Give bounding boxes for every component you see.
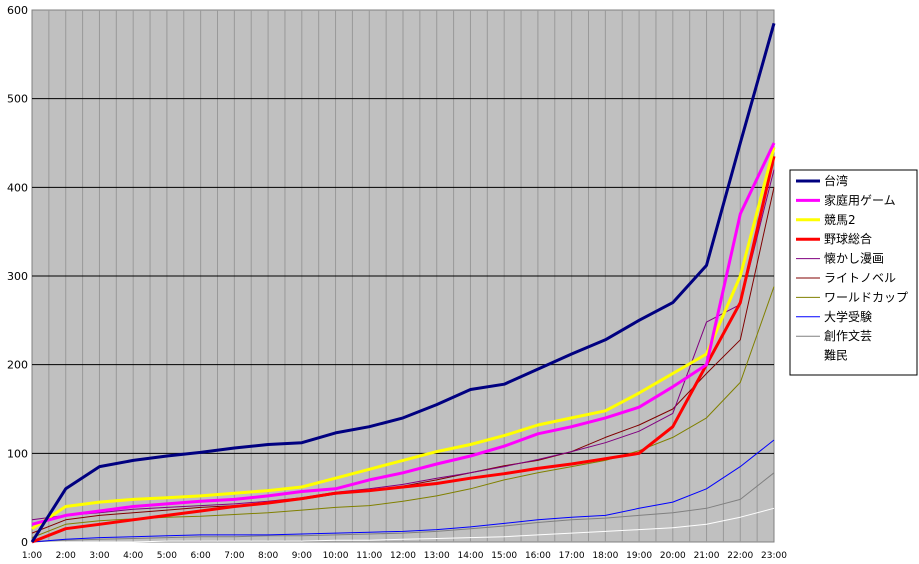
legend-label: ライトノベル bbox=[824, 271, 896, 285]
legend-label: 競馬2 bbox=[824, 212, 856, 227]
x-tick-label: 1:00 bbox=[22, 551, 42, 561]
y-tick-label: 0 bbox=[21, 536, 28, 549]
x-tick-label: 9:00 bbox=[292, 551, 312, 561]
series-line bbox=[32, 507, 775, 543]
x-tick-label: 2:00 bbox=[56, 551, 76, 561]
x-tick-label: 4:00 bbox=[123, 551, 143, 561]
legend-label: 大学受験 bbox=[824, 309, 872, 324]
legend-box bbox=[789, 169, 918, 376]
x-tick-label: 20:00 bbox=[660, 551, 686, 561]
y-tick-label: 400 bbox=[7, 181, 28, 194]
x-tick-label: 17:00 bbox=[559, 551, 585, 561]
y-gridlines bbox=[32, 98, 774, 454]
series-line bbox=[31, 155, 776, 544]
legend-label: 野球総合 bbox=[824, 231, 872, 246]
x-axis-ticks: 1:00 2:00 3:00 4:00 5:00 6:00 7:00 8:00 9:00 10:0… bbox=[22, 551, 787, 561]
legend-label: 家庭用ゲーム bbox=[824, 192, 896, 207]
y-axis-ticks: 0 100 200 300 400 500 600 bbox=[7, 4, 28, 549]
y-tick-label: 600 bbox=[7, 4, 28, 17]
x-tick-label: 15:00 bbox=[491, 551, 517, 561]
x-tick-label: 11:00 bbox=[356, 551, 382, 561]
x-tick-label: 19:00 bbox=[626, 551, 652, 561]
x-tick-label: 5:00 bbox=[157, 551, 177, 561]
x-tick-label: 8:00 bbox=[258, 551, 278, 561]
x-tick-label: 22:00 bbox=[727, 551, 753, 561]
series-line bbox=[30, 22, 776, 543]
y-tick-label: 300 bbox=[7, 270, 28, 283]
series-lines bbox=[30, 22, 776, 544]
x-tick-label: 10:00 bbox=[323, 551, 349, 561]
y-tick-label: 500 bbox=[7, 93, 28, 106]
legend-label: 懐かし漫画 bbox=[824, 252, 884, 266]
x-tick-label: 6:00 bbox=[191, 551, 211, 561]
legend-label: ワールドカップ bbox=[824, 290, 908, 304]
series-line bbox=[31, 142, 776, 526]
x-tick-label: 14:00 bbox=[457, 551, 483, 561]
x-tick-label: 21:00 bbox=[694, 551, 720, 561]
x-tick-label: 16:00 bbox=[525, 551, 551, 561]
y-tick-label: 100 bbox=[7, 447, 28, 460]
series-line bbox=[31, 472, 775, 543]
x-tick-label: 3:00 bbox=[89, 551, 109, 561]
series-line bbox=[31, 147, 776, 530]
x-tick-label: 12:00 bbox=[390, 551, 416, 561]
series-line bbox=[31, 439, 775, 543]
legend-label: 台湾 bbox=[824, 173, 848, 188]
series-line bbox=[31, 169, 775, 521]
x-tick-label: 7:00 bbox=[224, 551, 244, 561]
legend-label: 難民 bbox=[824, 348, 848, 363]
legend-label: 創作文芸 bbox=[824, 328, 872, 343]
x-tick-label: 18:00 bbox=[592, 551, 618, 561]
x-tick-label: 23:00 bbox=[761, 551, 787, 561]
x-tick-label: 13:00 bbox=[424, 551, 450, 561]
y-tick-label: 200 bbox=[7, 359, 28, 372]
